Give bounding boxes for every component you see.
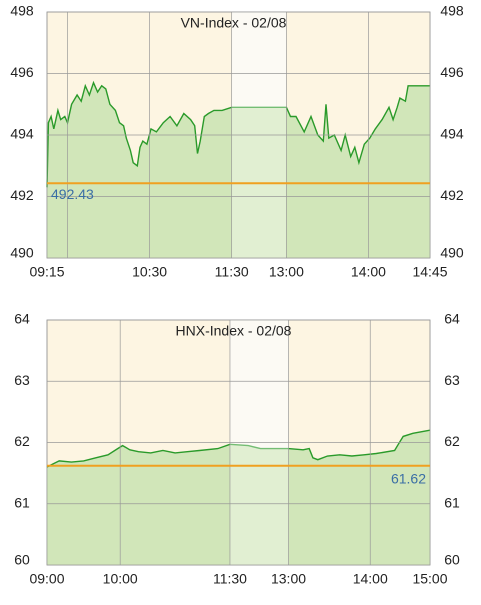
x-tick-label: 09:15: [29, 264, 64, 280]
y-tick-label: 496: [10, 64, 34, 80]
y-tick-label-right: 498: [440, 3, 464, 19]
y-tick-label: 60: [14, 552, 30, 568]
y-tick-label-right: 492: [440, 187, 464, 203]
x-tick-label: 11:30: [213, 571, 247, 587]
reference-label: 492.43: [51, 186, 94, 202]
x-tick-label: 09:00: [29, 571, 64, 587]
y-tick-label: 498: [10, 3, 34, 19]
y-tick-label-right: 63: [444, 372, 460, 388]
y-tick-label: 494: [10, 126, 34, 142]
y-tick-label: 490: [10, 245, 34, 261]
line: [46, 80, 430, 188]
y-tick-label-right: 494: [440, 126, 464, 142]
x-tick-label: 14:00: [353, 571, 388, 587]
x-tick-label: 10:30: [132, 264, 167, 280]
y-tick-label: 63: [14, 372, 30, 388]
x-tick-label: 11:30: [215, 264, 249, 280]
reference-label: 61.62: [391, 470, 426, 486]
x-tick-label: 10:00: [103, 571, 138, 587]
area: [47, 430, 430, 565]
x-tick-label: 13:00: [269, 264, 304, 280]
y-tick-label-right: 64: [444, 311, 460, 327]
x-tick-label: 14:00: [351, 264, 386, 280]
y-tick-label-right: 490: [440, 245, 464, 261]
y-tick-label-right: 60: [444, 552, 460, 568]
y-tick-label-right: 496: [440, 64, 464, 80]
chart-title: HNX-Index - 02/08: [176, 323, 292, 339]
x-tick-label: 15:00: [412, 571, 447, 587]
y-tick-label-right: 61: [444, 494, 460, 510]
x-tick-label: 13:00: [271, 571, 306, 587]
y-tick-label: 64: [14, 311, 30, 327]
chart-title: VN-Index - 02/08: [181, 15, 287, 31]
y-tick-label-right: 62: [444, 433, 460, 449]
y-tick-label: 492: [10, 187, 34, 203]
area: [47, 82, 430, 258]
y-tick-label: 61: [14, 494, 30, 510]
y-tick-label: 62: [14, 433, 30, 449]
x-tick-label: 14:45: [412, 264, 447, 280]
